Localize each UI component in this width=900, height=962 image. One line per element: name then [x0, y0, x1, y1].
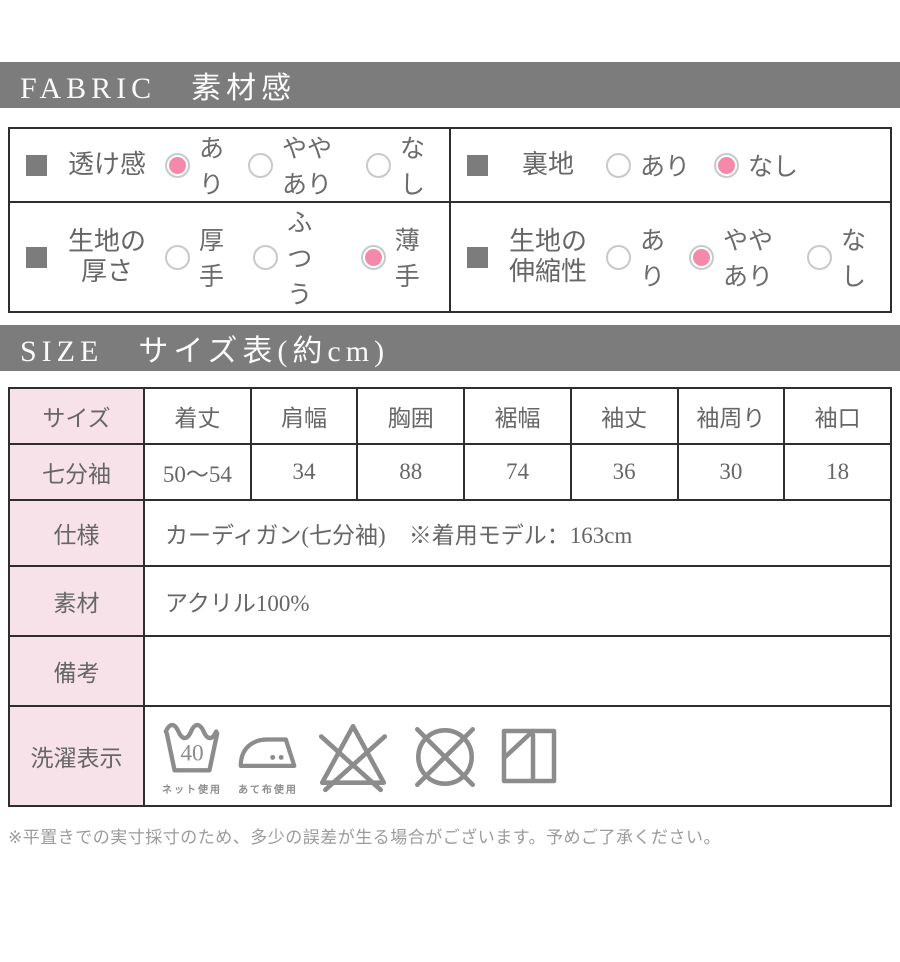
svg-text:40: 40 — [180, 740, 203, 766]
square-bullet-icon — [26, 154, 47, 176]
laundry-symbols: 40 ネット使用 あて布使用 — [145, 716, 890, 796]
product-spec-sheet: FABRIC 素材感 透け感 あり ややあり — [0, 62, 900, 962]
fabric-cell-stretch: 生地の 伸縮性 あり ややあり なし — [449, 201, 892, 313]
fabric-section-title: FABRIC 素材感 — [20, 72, 297, 105]
spec-label: 仕様 — [8, 499, 145, 567]
fabric-attribute-label: 透け感 — [67, 150, 146, 180]
fabric-option: なし — [714, 147, 798, 183]
radio-icon — [606, 244, 631, 270]
column-header: 袖口 — [783, 387, 892, 445]
radio-icon — [606, 152, 631, 178]
measurement-cell: 88 — [356, 443, 466, 501]
radio-icon — [253, 244, 279, 270]
radio-icon — [714, 152, 740, 178]
column-header: 裾幅 — [463, 387, 572, 445]
fabric-cell-sheerness: 透け感 あり ややあり なし — [8, 127, 451, 203]
column-header: 胸囲 — [356, 387, 466, 445]
radio-icon — [360, 244, 386, 270]
fabric-option: なし — [806, 221, 866, 293]
iron-caption: あて布使用 — [238, 784, 298, 796]
fabric-option: あり — [165, 129, 224, 201]
size-table-data-row: 七分袖 50～54 34 88 74 36 30 18 — [8, 443, 892, 501]
column-header: 袖丈 — [569, 387, 679, 445]
radio-icon — [365, 152, 391, 178]
square-bullet-icon — [467, 154, 488, 176]
fabric-option: ふつう — [253, 203, 336, 311]
spec-label: 洗濯表示 — [8, 705, 145, 807]
fabric-cell-lining: 裏地 あり なし — [449, 127, 892, 203]
fabric-attribute-label: 裏地 — [521, 150, 574, 180]
fabric-option: ややあり — [248, 129, 342, 201]
spec-row: 仕様 カーディガン(七分袖) ※着用モデル：163cm — [8, 499, 892, 567]
radio-icon — [165, 152, 190, 178]
size-section-title: SIZE サイズ表(約cm) — [20, 335, 390, 368]
laundry-row: 洗濯表示 40 ネット使用 — [8, 705, 892, 807]
dry-in-shade-icon — [497, 724, 561, 788]
wash-40-net-icon: 40 ネット使用 — [161, 717, 223, 796]
fabric-section-header: FABRIC 素材感 — [0, 62, 900, 108]
fabric-option: ややあり — [689, 221, 783, 293]
measurement-cell: 74 — [463, 443, 572, 501]
spec-row: 素材 アクリル100% — [8, 565, 892, 637]
fabric-option: 薄手 — [360, 221, 425, 293]
square-bullet-icon — [467, 246, 488, 268]
no-dry-clean-icon — [405, 716, 485, 796]
spec-label: 素材 — [8, 565, 145, 637]
size-section-header: SIZE サイズ表(約cm) — [0, 325, 900, 371]
fabric-attribute-label: 生地の 厚さ — [67, 227, 146, 286]
column-header: 袖周り — [676, 387, 786, 445]
measurement-cell: 18 — [783, 443, 892, 501]
no-bleach-icon — [313, 716, 393, 796]
iron-with-cloth-icon: あて布使用 — [235, 717, 301, 796]
spec-value — [143, 635, 892, 707]
spec-value: カーディガン(七分袖) ※着用モデル：163cm — [143, 499, 892, 567]
radio-icon — [248, 152, 274, 178]
measurement-disclaimer: ※平置きでの実寸採寸のため、多少の誤差が生る場合がございます。予めご了承ください… — [8, 828, 722, 847]
fabric-option: なし — [365, 129, 425, 201]
measurement-cell: 36 — [569, 443, 679, 501]
measurement-cell: 30 — [676, 443, 786, 501]
spec-value: アクリル100% — [143, 565, 892, 637]
fabric-cell-thickness: 生地の 厚さ 厚手 ふつう 薄手 — [8, 201, 451, 313]
radio-icon — [165, 244, 190, 270]
fabric-option: あり — [606, 147, 690, 183]
fabric-option: 厚手 — [165, 221, 229, 293]
column-header: サイズ — [8, 387, 145, 445]
radio-icon — [689, 244, 715, 270]
size-table: サイズ 着丈 肩幅 胸囲 裾幅 袖丈 袖周り 袖口 七分袖 50～54 34 8… — [8, 387, 892, 807]
size-name-cell: 七分袖 — [8, 443, 145, 501]
size-table-header-row: サイズ 着丈 肩幅 胸囲 裾幅 袖丈 袖周り 袖口 — [8, 387, 892, 445]
fabric-attribute-label: 生地の 伸縮性 — [508, 227, 587, 286]
column-header: 着丈 — [143, 387, 252, 445]
measurement-cell: 34 — [249, 443, 359, 501]
column-header: 肩幅 — [249, 387, 359, 445]
measurement-cell: 50～54 — [143, 443, 252, 501]
fabric-table: 透け感 あり ややあり なし — [8, 127, 892, 313]
spec-label: 備考 — [8, 635, 145, 707]
square-bullet-icon — [26, 246, 47, 268]
spec-row: 備考 — [8, 635, 892, 707]
wash-caption: ネット使用 — [162, 784, 222, 796]
radio-icon — [806, 244, 832, 270]
fabric-option: あり — [606, 221, 665, 293]
